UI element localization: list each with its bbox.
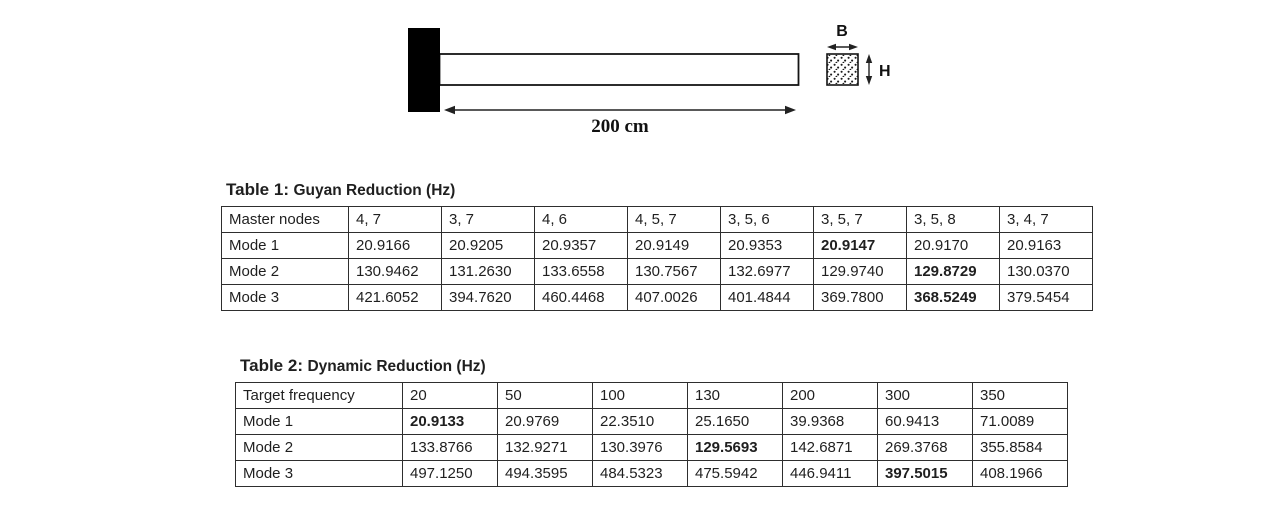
header-label-cell: Target frequency [235,382,403,409]
data-cell: 39.9368 [782,408,878,435]
table2-caption-prefix: Table 2: [240,356,303,375]
header-cell: 300 [877,382,973,409]
table-row: Mode 2 133.8766 132.9271 130.3976 129.5693 14… [235,434,1068,461]
data-cell: 130.3976 [592,434,688,461]
table1-caption-prefix: Table 1: [226,180,289,199]
data-cell: 355.8584 [972,434,1068,461]
data-cell: 142.6871 [782,434,878,461]
data-cell: 130.9462 [348,258,442,285]
data-cell: 20.9163 [999,232,1093,259]
table2-caption-text: Dynamic Reduction (Hz) [307,358,486,375]
width-label: B [836,23,848,40]
data-cell: 129.9740 [813,258,907,285]
header-cell: 4, 7 [348,206,442,233]
data-cell: 379.5454 [999,284,1093,311]
table1-section: Table 1: Guyan Reduction (Hz) Master nod… [221,180,1093,311]
data-cell: 401.4844 [720,284,814,311]
header-cell: 3, 7 [441,206,535,233]
header-cell: 100 [592,382,688,409]
table2-caption: Table 2: Dynamic Reduction (Hz) [240,356,1068,377]
table-row: Mode 1 20.9133 20.9769 22.3510 25.1650 39.936… [235,408,1068,435]
data-cell: 421.6052 [348,284,442,311]
table-row: Mode 3 497.1250 494.3595 484.5323 475.5942 44… [235,460,1068,487]
data-cell: 460.4468 [534,284,628,311]
data-cell: 20.9357 [534,232,628,259]
header-cell: 4, 5, 7 [627,206,721,233]
header-cell: 200 [782,382,878,409]
data-cell: 20.9353 [720,232,814,259]
data-cell: 497.1250 [402,460,498,487]
data-cell: 60.9413 [877,408,973,435]
row-label: Mode 3 [221,284,349,311]
data-cell: 130.0370 [999,258,1093,285]
data-cell: 20.9149 [627,232,721,259]
data-cell: 494.3595 [497,460,593,487]
header-cell: 130 [687,382,783,409]
height-label: H [879,63,891,80]
header-cell: 3, 5, 7 [813,206,907,233]
row-label: Mode 2 [221,258,349,285]
header-cell: 4, 6 [534,206,628,233]
guyan-reduction-table: Master nodes 4, 7 3, 7 4, 6 4, 5, 7 3, 5, 6 3,… [221,206,1093,311]
data-cell: 71.0089 [972,408,1068,435]
data-cell: 20.9166 [348,232,442,259]
data-cell: 20.9147 [813,232,907,259]
data-cell: 475.5942 [687,460,783,487]
table1-caption-text: Guyan Reduction (Hz) [293,182,456,199]
header-cell: 3, 5, 8 [906,206,1000,233]
data-cell: 20.9133 [402,408,498,435]
table-row: Mode 3 421.6052 394.7620 460.4468 407.0026 40… [221,284,1093,311]
dynamic-reduction-table: Target frequency 20 50 100 130 200 300 350 Mode … [235,382,1068,487]
data-cell: 269.3768 [877,434,973,461]
fixed-support [408,28,440,112]
data-cell: 446.9411 [782,460,878,487]
data-cell: 20.9205 [441,232,535,259]
data-cell: 130.7567 [627,258,721,285]
width-dimension-arrow [827,43,858,51]
data-cell: 132.6977 [720,258,814,285]
beam-body [438,53,800,86]
data-cell: 25.1650 [687,408,783,435]
data-cell: 131.2630 [441,258,535,285]
header-cell: 3, 4, 7 [999,206,1093,233]
length-dimension-arrow [444,105,796,115]
table-row: Mode 1 20.9166 20.9205 20.9357 20.9149 20.935… [221,232,1093,259]
header-cell: 350 [972,382,1068,409]
row-label: Mode 1 [235,408,403,435]
header-cell: 50 [497,382,593,409]
cross-section [826,53,859,86]
data-cell: 129.8729 [906,258,1000,285]
header-row: Target frequency 20 50 100 130 200 300 350 [235,382,1068,409]
table-row: Mode 2 130.9462 131.2630 133.6558 130.7567 13… [221,258,1093,285]
data-cell: 369.7800 [813,284,907,311]
header-cell: 20 [402,382,498,409]
data-cell: 129.5693 [687,434,783,461]
data-cell: 133.6558 [534,258,628,285]
length-label: 200 cm [591,116,649,137]
row-label: Mode 3 [235,460,403,487]
data-cell: 407.0026 [627,284,721,311]
data-cell: 133.8766 [402,434,498,461]
header-label-cell: Master nodes [221,206,349,233]
data-cell: 484.5323 [592,460,688,487]
row-label: Mode 1 [221,232,349,259]
header-cell: 3, 5, 6 [720,206,814,233]
data-cell: 394.7620 [441,284,535,311]
table1-caption: Table 1: Guyan Reduction (Hz) [226,180,1093,201]
data-cell: 20.9769 [497,408,593,435]
row-label: Mode 2 [235,434,403,461]
data-cell: 132.9271 [497,434,593,461]
data-cell: 22.3510 [592,408,688,435]
beam-diagram: 200 cm B H [408,23,891,137]
data-cell: 408.1966 [972,460,1068,487]
data-cell: 20.9170 [906,232,1000,259]
data-cell: 368.5249 [906,284,1000,311]
data-cell: 397.5015 [877,460,973,487]
table2-section: Table 2: Dynamic Reduction (Hz) Target f… [235,356,1068,487]
height-dimension-arrow [865,54,873,85]
header-row: Master nodes 4, 7 3, 7 4, 6 4, 5, 7 3, 5, 6 3,… [221,206,1093,233]
